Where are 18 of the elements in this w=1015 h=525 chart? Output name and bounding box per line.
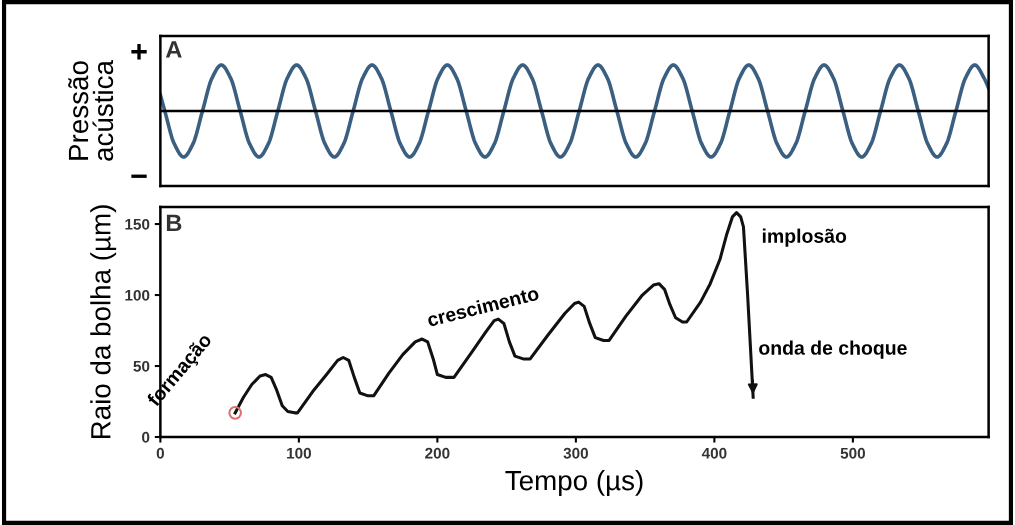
annotation: onda de choque xyxy=(759,340,907,359)
x-tick-label: 300 xyxy=(563,447,588,459)
y-tick-label: 100 xyxy=(125,289,150,301)
y-tick-label: 150 xyxy=(125,218,150,230)
annotation: B xyxy=(166,214,182,232)
annotation: implosão xyxy=(762,228,847,247)
y-axis-title: Raio da bolha (µm) xyxy=(90,205,117,439)
x-tick-label: 0 xyxy=(156,447,164,459)
x-axis-title: Tempo (µs) xyxy=(505,469,643,496)
x-tick-label: 200 xyxy=(425,447,450,459)
text: A xyxy=(165,41,182,58)
text: + xyxy=(131,43,147,60)
x-tick-label: 100 xyxy=(287,447,311,459)
y-axis-title: Pressão acústica xyxy=(68,60,114,161)
text: − xyxy=(131,174,147,178)
x-tick-label: 500 xyxy=(840,447,865,459)
x-tick-label: 400 xyxy=(701,447,727,459)
y-tick-label: 0 xyxy=(142,431,150,443)
